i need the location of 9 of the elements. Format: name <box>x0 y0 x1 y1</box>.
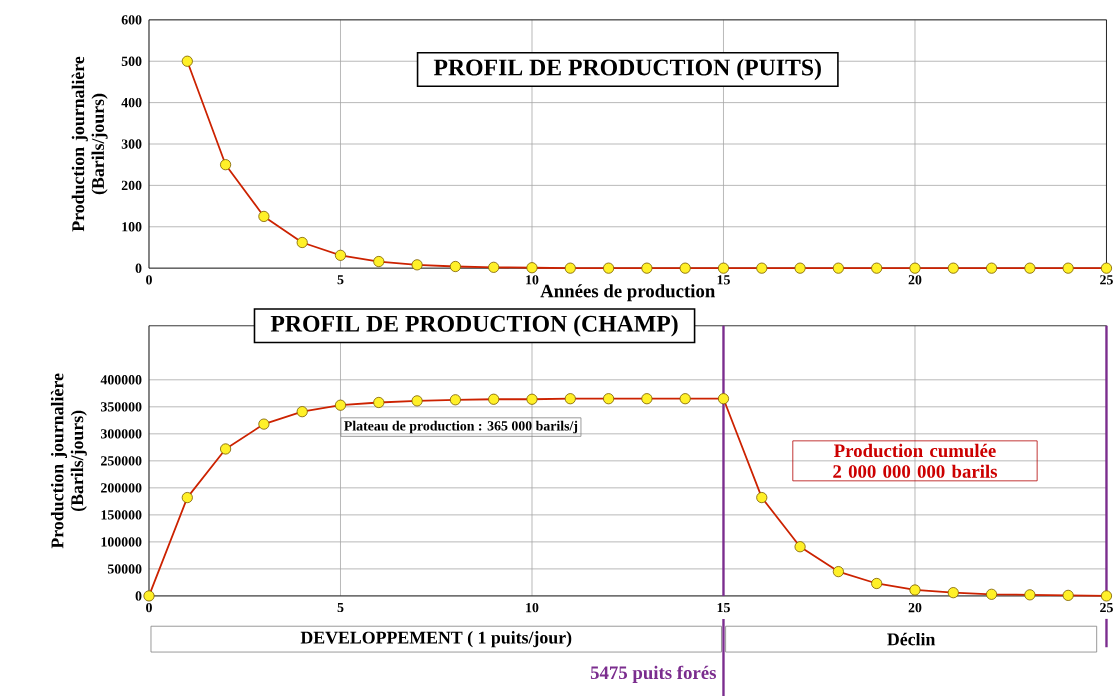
ref-line-label: 5475 puits forés <box>590 666 717 684</box>
annotation: Production cumulée 2 000 000 000 barils <box>833 444 998 479</box>
x-axis-title: Années de production <box>540 284 716 302</box>
y-axis-title: Production journalière (Barils/jours) <box>71 57 108 232</box>
text: Déclin <box>887 633 936 646</box>
y-axis-title: Production journalière (Barils/jours) <box>50 374 87 549</box>
text: PROFIL DE PRODUCTION (PUITS) <box>433 59 821 81</box>
text: DEVELOPPEMENT ( 1 puits/jour) <box>300 631 572 648</box>
chart-title: PROFIL DE PRODUCTION (CHAMP) <box>270 315 678 338</box>
